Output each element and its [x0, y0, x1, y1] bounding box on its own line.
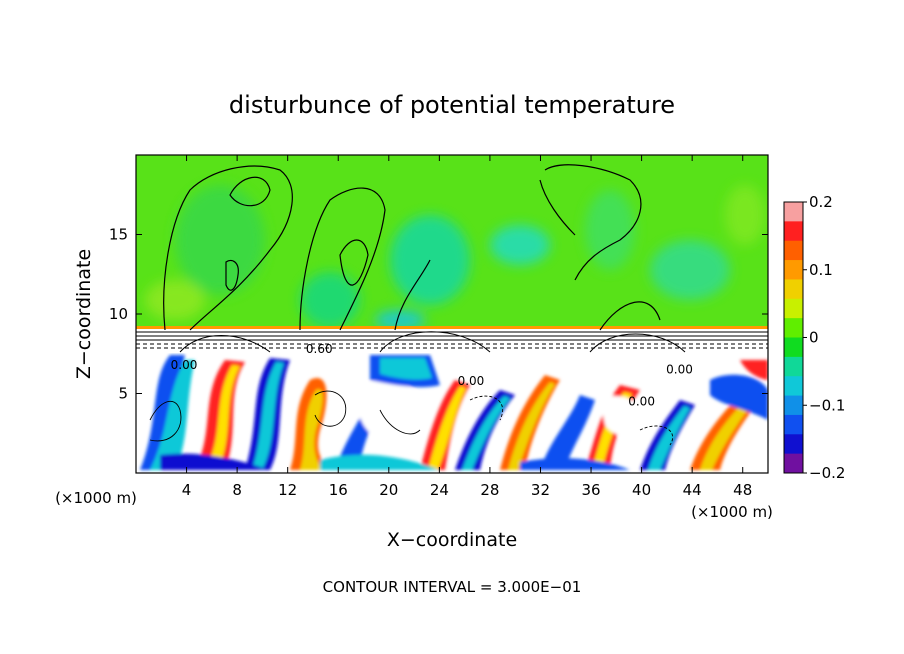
x-tick-label: 36 [581, 481, 600, 499]
colorbar-tick-label: −0.2 [809, 464, 845, 482]
contour-label: 0.60 [306, 342, 333, 356]
plot-area: 0.60 0.00 0.00 0.00 0.00 [136, 155, 768, 473]
contour-interval-note: CONTOUR INTERVAL = 3.000E−01 [323, 578, 582, 596]
x-unit-right: (×1000 m) [691, 503, 773, 521]
x-tick-label: 4 [182, 481, 192, 499]
colorbar-swatch [784, 376, 803, 397]
contour-lines-lower [149, 390, 673, 446]
x-tick-label: 44 [683, 481, 702, 499]
colorbar-swatch [784, 298, 803, 319]
contour-label: 0.00 [171, 358, 198, 372]
colorbar-swatch [784, 434, 803, 455]
colorbar-swatch [784, 318, 803, 338]
colorbar-swatch [784, 395, 803, 416]
colorbar-swatch [784, 337, 803, 358]
colorbar-swatch [784, 260, 803, 280]
colorbar-swatch [784, 240, 803, 261]
y-tick-label: 10 [109, 305, 128, 323]
chart-title: disturbunce of potential temperature [229, 91, 675, 119]
x-axis: 4 8 12 16 20 24 28 32 36 40 44 48 [182, 155, 752, 499]
colorbar-swatch [784, 202, 803, 222]
colorbar-swatch [784, 414, 803, 435]
colorbar: 0.2 0.1 0 −0.1 −0.2 [783, 193, 845, 482]
x-tick-label: 48 [733, 481, 752, 499]
contour-label: 0.00 [666, 363, 693, 377]
colorbar-swatch [784, 356, 803, 377]
x-tick-label: 8 [232, 481, 242, 499]
contour-label: 0.00 [458, 374, 485, 388]
x-tick-label: 40 [632, 481, 651, 499]
y-axis-title: Z−coordinate [73, 249, 95, 379]
y-tick-label: 5 [118, 385, 128, 403]
colorbar-tick-label: 0 [809, 329, 819, 347]
upper-field-patches [145, 185, 765, 330]
x-tick-label: 12 [278, 481, 297, 499]
colorbar-tick-label: −0.1 [809, 396, 845, 414]
contour-label: 0.00 [628, 394, 655, 408]
y-tick-label: 15 [109, 226, 128, 244]
contour-lines [163, 164, 661, 331]
colorbar-swatch [784, 279, 803, 300]
inversion-band-lines [136, 331, 768, 353]
x-tick-label: 16 [329, 481, 348, 499]
x-axis-title: X−coordinate [387, 529, 517, 551]
x-tick-label: 32 [531, 481, 550, 499]
colorbar-swatch [784, 221, 803, 242]
x-tick-label: 24 [430, 481, 449, 499]
x-tick-label: 28 [480, 481, 499, 499]
colorbar-swatch [784, 453, 803, 474]
contour-labels: 0.60 0.00 0.00 0.00 0.00 [171, 342, 693, 408]
y-axis: 5 10 15 [109, 226, 768, 403]
lower-field-structures [140, 355, 768, 470]
colorbar-tick-label: 0.1 [809, 261, 833, 279]
colorbar-tick-label: 0.2 [809, 193, 833, 211]
x-tick-label: 20 [379, 481, 398, 499]
x-unit-left: (×1000 m) [55, 489, 137, 507]
inversion-top-strip [136, 326, 768, 329]
